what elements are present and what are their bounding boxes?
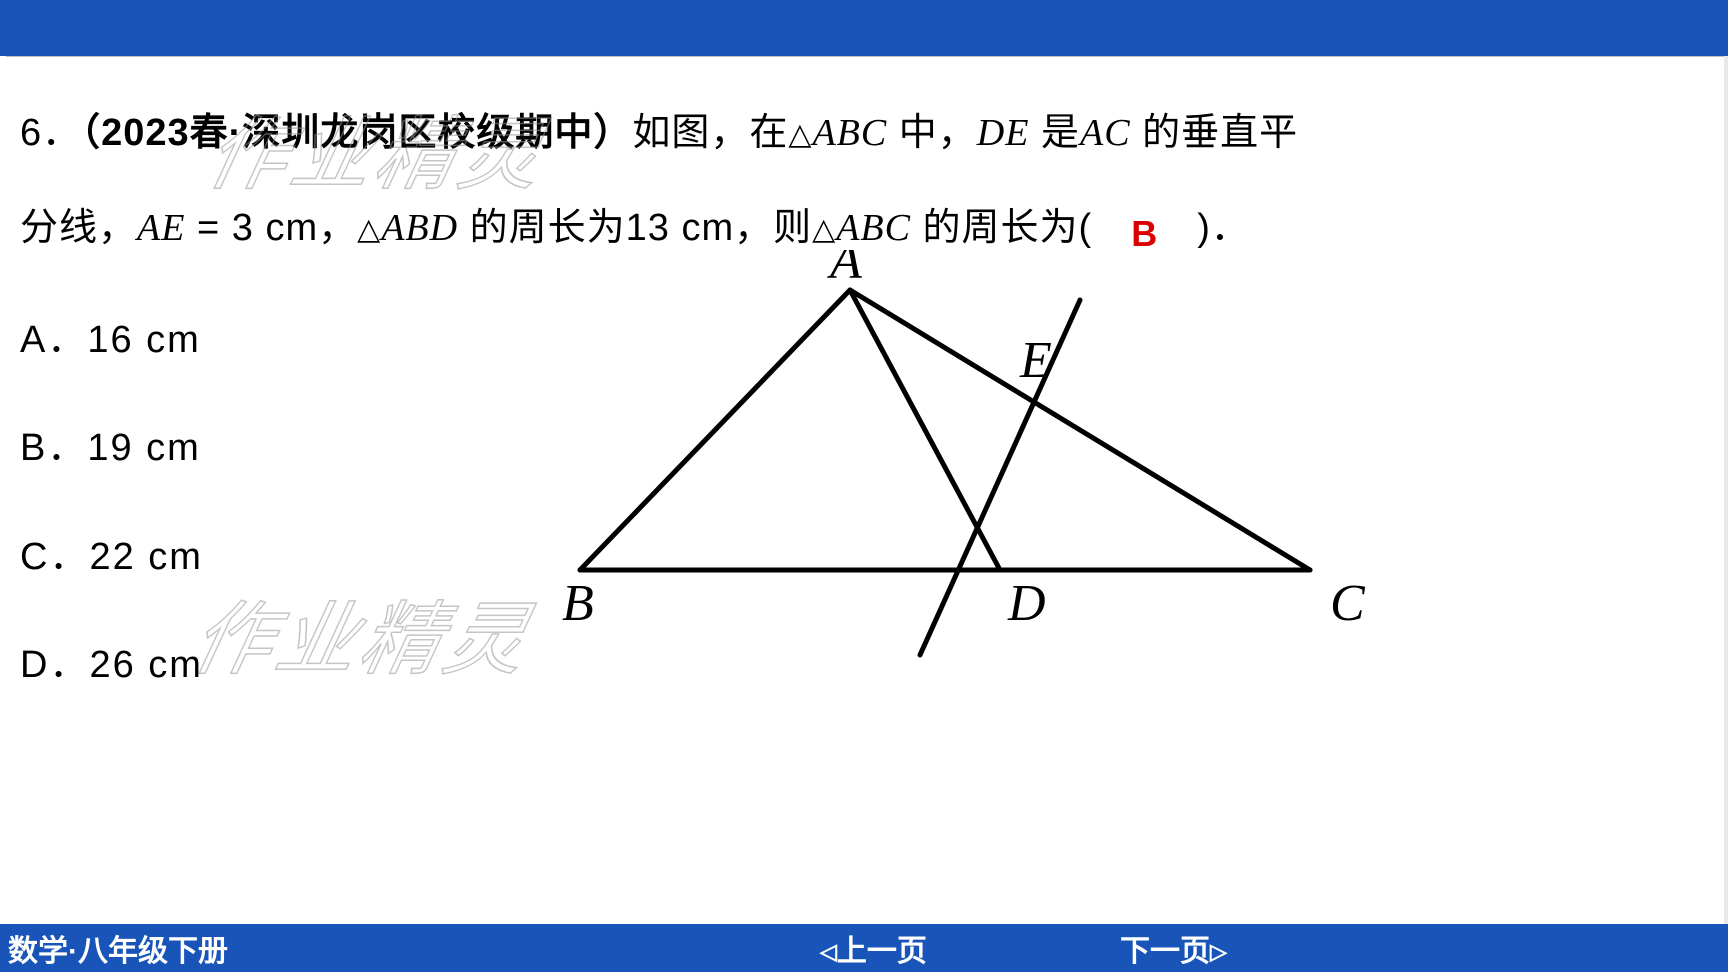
q-text-1: 如图，在 [632,112,788,154]
question-text: 6．（2023春·深圳龙岗区校级期中）如图，在△ABC 中，DE 是AC 的垂直… [20,86,1708,181]
arrow-left-icon: ◁ [820,939,837,964]
svg-text:E: E [1019,332,1052,389]
q-l2b: = 3 cm， [185,207,357,249]
header-bar [0,0,1728,56]
next-label: 下一页 [1120,935,1210,968]
geometry-diagram: A B C D E [430,250,1490,680]
footer-subject: 数学·八年级下册 [0,926,228,970]
q-l2a: 分线， [20,207,137,249]
svg-text:C: C [1330,575,1366,632]
footer-bar: 数学·八年级下册 ◁上一页 下一页▷ [0,924,1728,972]
q-abc: ABC [812,112,887,154]
svg-text:A: A [827,250,862,290]
q-l2c: 的周长为13 cm，则 [458,207,812,249]
triangle-symbol-2: △ [357,213,381,246]
q-abd: ABD [381,207,458,249]
q-ac: AC [1080,112,1131,154]
q-abc2: ABC [836,207,911,249]
arrow-right-icon: ▷ [1210,939,1227,964]
triangle-symbol-3: △ [812,213,836,246]
triangle-symbol: △ [788,118,812,151]
q-text-2: 中， [887,112,977,154]
q-text-4: 的垂直平 [1131,112,1299,154]
question-source: （2023春·深圳龙岗区校级期中） [81,112,632,154]
prev-page-button[interactable]: ◁上一页 [820,926,927,970]
q-text-3: 是 [1029,112,1080,154]
prev-label: 上一页 [837,935,927,968]
svg-text:D: D [1007,575,1046,632]
answer-mark: B [1131,213,1158,254]
question-number: 6． [20,112,81,154]
svg-text:B: B [562,575,594,632]
q-l2e: )． [1158,207,1250,249]
q-ae: AE [137,207,185,249]
next-page-button[interactable]: 下一页▷ [1120,926,1227,970]
q-l2d: 的周长为( [911,207,1131,249]
q-de: DE [977,112,1030,154]
